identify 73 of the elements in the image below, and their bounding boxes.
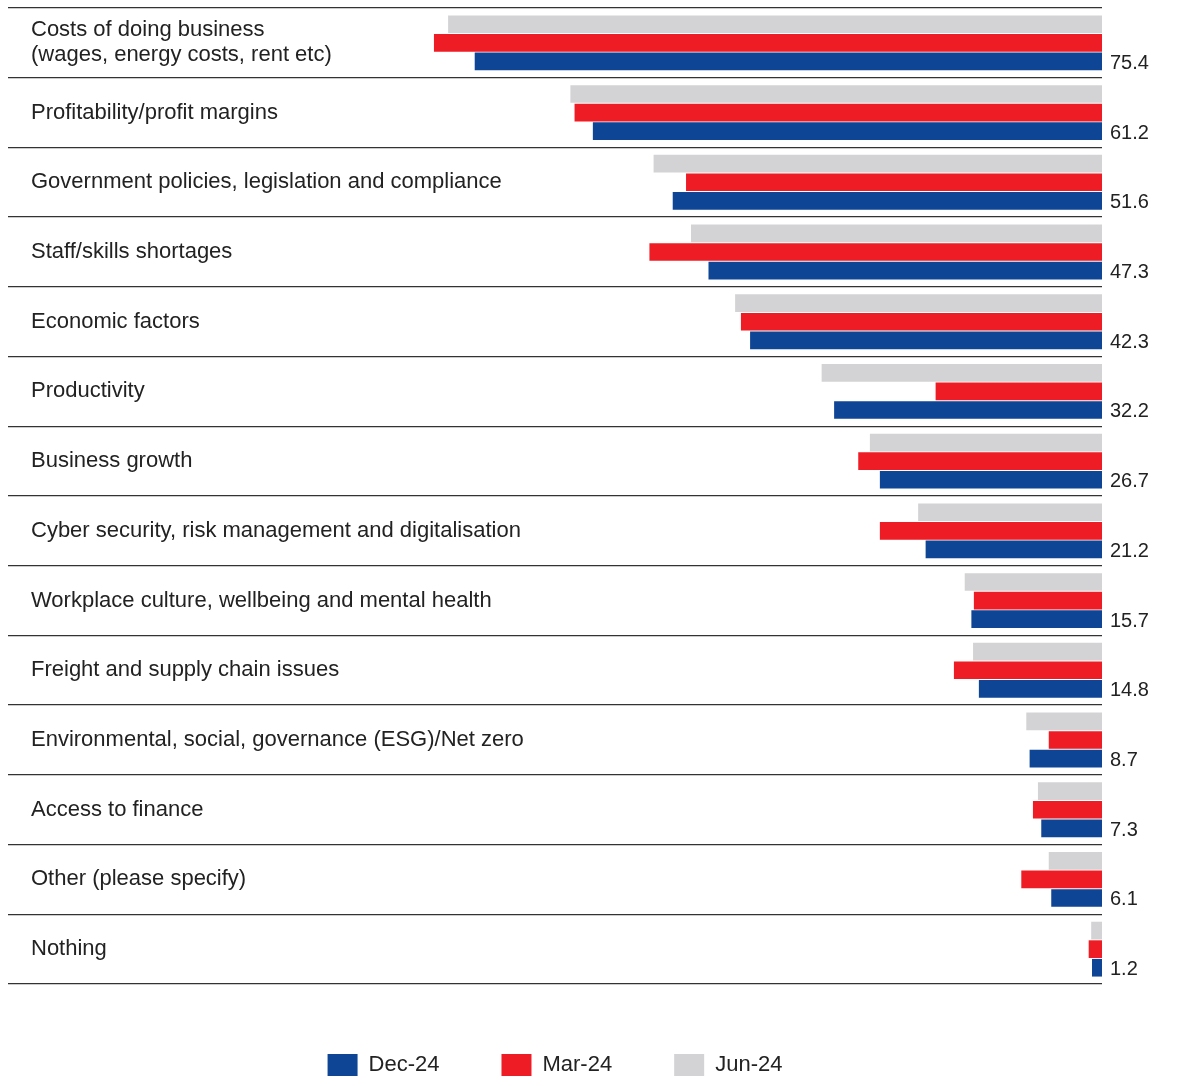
bar: [1026, 712, 1102, 731]
y-tick-label: Costs of doing business (wages, energy costs, rent etc): [31, 16, 332, 67]
y-tick-label: Productivity: [31, 377, 145, 403]
bar: [570, 85, 1102, 103]
bar: [973, 591, 1102, 610]
bar: [834, 401, 1102, 419]
bar: [821, 364, 1102, 382]
data-label: 14.8: [1110, 678, 1149, 701]
bar: [869, 433, 1102, 452]
bar: [879, 522, 1102, 540]
bar: [474, 52, 1102, 71]
bar: [653, 154, 1102, 173]
bar: [858, 452, 1102, 470]
bar: [973, 642, 1102, 661]
legend-label: Dec-24: [368, 1051, 440, 1077]
data-label: 61.2: [1110, 120, 1149, 143]
data-label: 75.4: [1110, 50, 1149, 73]
bar: [879, 470, 1102, 489]
bar: [935, 382, 1102, 401]
data-label: 47.3: [1110, 259, 1149, 282]
data-label: 1.2: [1110, 957, 1138, 980]
y-tick-label: Freight and supply chain issues: [31, 656, 340, 682]
y-tick-label: Environmental, social, governance (ESG)/Net zero: [31, 726, 524, 752]
bar: [1051, 889, 1102, 907]
y-tick-label: Nothing: [31, 935, 107, 961]
legend-label: Mar-24: [542, 1051, 613, 1077]
bar: [691, 224, 1102, 243]
bar: [592, 122, 1102, 140]
bar: [925, 540, 1102, 559]
bar: [953, 661, 1102, 680]
bar: [1091, 921, 1102, 940]
bar: [971, 610, 1102, 628]
y-tick-label: Access to finance: [31, 795, 204, 821]
y-tick-label: Staff/skills shortages: [31, 238, 233, 264]
bar: [1088, 940, 1102, 958]
data-label: 15.7: [1110, 608, 1149, 631]
y-tick-label: Government policies, legislation and compliance: [31, 168, 502, 194]
bar: [750, 331, 1102, 350]
y-tick-label: Workplace culture, wellbeing and mental health: [31, 586, 492, 612]
bar: [740, 312, 1102, 331]
bar: [1092, 958, 1102, 977]
data-label: 26.7: [1110, 469, 1149, 492]
data-label: 21.2: [1110, 538, 1149, 561]
y-tick-label: Profitability/profit margins: [31, 98, 278, 124]
bar: [1021, 870, 1102, 889]
y-tick-label: Cyber security, risk management and digitalisation: [31, 516, 521, 542]
bar: [964, 573, 1102, 591]
bar: [433, 34, 1102, 52]
bar: [1048, 731, 1102, 749]
bar: [918, 503, 1102, 522]
data-label: 32.2: [1110, 399, 1149, 422]
data-label: 8.7: [1110, 747, 1138, 770]
bar: [708, 261, 1102, 280]
bar: [1048, 852, 1102, 870]
data-label: 51.6: [1110, 190, 1149, 213]
bar: [448, 15, 1102, 34]
legend-label: Jun-24: [715, 1051, 783, 1077]
y-tick-label: Business growth: [31, 447, 193, 473]
y-tick-label: Economic factors: [31, 307, 200, 333]
bar: [1032, 800, 1102, 819]
bar: [672, 192, 1102, 210]
data-label: 6.1: [1110, 887, 1138, 910]
bar: [649, 243, 1102, 261]
bar: [1029, 749, 1102, 768]
bar: [735, 294, 1102, 312]
bar: [1037, 782, 1102, 800]
y-tick-label: Other (please specify): [31, 865, 247, 891]
bar: [978, 680, 1102, 698]
data-label: 42.3: [1110, 329, 1149, 352]
bar: [686, 173, 1102, 192]
bar: [1041, 819, 1102, 838]
data-label: 7.3: [1110, 817, 1138, 840]
bar: [574, 103, 1102, 122]
